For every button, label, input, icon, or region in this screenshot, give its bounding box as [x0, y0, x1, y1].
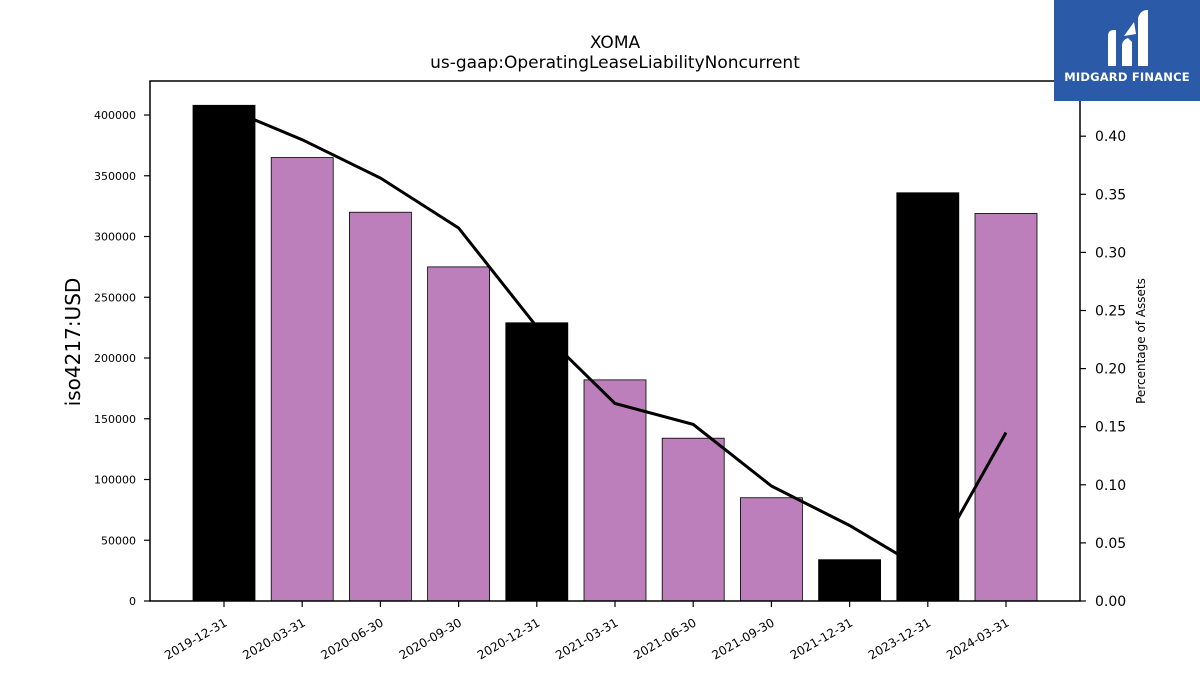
- y-tick-label: 100000: [94, 474, 136, 487]
- midgard-logo-icon: [1108, 10, 1148, 66]
- y-tick-label: 300000: [94, 231, 136, 244]
- x-tick-label: 2021-12-31: [788, 615, 855, 662]
- x-tick-label: 2020-09-30: [397, 615, 464, 662]
- bar-2021-06-30: [661, 437, 725, 602]
- bar-2021-03-31: [583, 379, 647, 602]
- x-tick-label: 2020-03-31: [240, 615, 307, 662]
- y2-tick-label: 0.35: [1095, 187, 1126, 203]
- bar-2020-03-31: [270, 157, 334, 602]
- bar-2020-06-30: [348, 211, 412, 602]
- x-tick-label: 2021-06-30: [631, 615, 698, 662]
- y2-tick-label: 0.05: [1095, 536, 1126, 552]
- percentage-line: [223, 105, 1008, 574]
- bars-group: [192, 104, 1038, 602]
- y-tick-label: 50000: [101, 534, 136, 547]
- y2-tick-label: 0.25: [1095, 303, 1126, 319]
- y-tick-label: 200000: [94, 352, 136, 365]
- x-tick-label: 2023-12-31: [866, 615, 933, 662]
- y-tick-label: 250000: [94, 291, 136, 304]
- y-tick-label: 400000: [94, 109, 136, 122]
- bar-2020-09-30: [427, 266, 491, 602]
- bar-2023-12-31: [896, 192, 960, 602]
- y2-tick-label: 0.40: [1095, 129, 1126, 145]
- y2-tick-label: 0.00: [1095, 594, 1126, 610]
- y-tick-label: 0: [129, 595, 136, 608]
- y-tick-label: 350000: [94, 170, 136, 183]
- logo-text: MIDGARD FINANCE: [1064, 70, 1190, 84]
- y-axis-label: iso4217:USD: [61, 278, 85, 407]
- x-tick-label: 2020-06-30: [318, 615, 385, 662]
- plot-frame: [149, 80, 1081, 602]
- x-tick-label: 2021-09-30: [709, 615, 776, 662]
- y2-axis-label: Percentage of Assets: [1134, 278, 1148, 404]
- bar-2024-03-31: [974, 213, 1038, 602]
- y2-tick-label: 0.15: [1095, 420, 1126, 436]
- midgard-finance-logo: MIDGARD FINANCE: [1054, 0, 1200, 101]
- bar-2019-12-31: [192, 104, 256, 602]
- bar-2021-12-31: [818, 559, 881, 602]
- chart-subtitle: us-gaap:OperatingLeaseLiabilityNoncurren…: [430, 53, 800, 73]
- x-tick-label: 2019-12-31: [162, 615, 229, 662]
- y2-tick-label: 0.20: [1095, 362, 1126, 378]
- y2-tick-label: 0.10: [1095, 478, 1126, 494]
- chart-title: XOMA: [590, 33, 641, 53]
- x-tick-label: 2020-12-31: [475, 615, 542, 662]
- x-tick-label: 2024-03-31: [944, 615, 1011, 662]
- bar-2021-09-30: [740, 497, 803, 602]
- x-tick-label: 2021-03-31: [553, 615, 620, 662]
- line-series: [223, 105, 1008, 574]
- bar-2020-12-31: [505, 322, 569, 602]
- y-tick-label: 150000: [94, 413, 136, 426]
- y2-tick-label: 0.30: [1095, 245, 1126, 261]
